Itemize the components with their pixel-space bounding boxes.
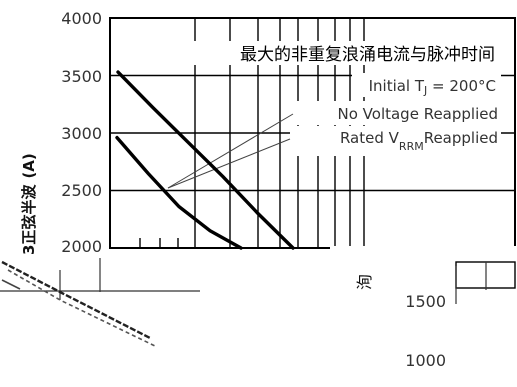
y-tick-label: 2500 xyxy=(61,181,102,200)
series-line-2 xyxy=(115,135,243,250)
title-backing xyxy=(163,41,503,65)
legend-backing-2 xyxy=(290,126,501,156)
series-line-1 xyxy=(116,70,295,250)
y-tick-label: 3000 xyxy=(61,124,102,143)
y-axis-label-unit: (A) xyxy=(20,153,38,178)
fragment-curve xyxy=(1,260,151,340)
series-group xyxy=(115,70,295,250)
y-tick-label: 3500 xyxy=(61,67,102,86)
lower-tick-label: 1000 xyxy=(405,351,446,370)
series-label-rated-part3: Reapplied xyxy=(424,129,498,147)
y-tick-label: 4000 xyxy=(61,9,102,28)
series-label-no-voltage: No Voltage Reapplied xyxy=(338,105,499,123)
scan-fragments: 洵 1500 1000 xyxy=(0,258,516,370)
y-axis-label: 3正弦半波 (A) xyxy=(20,153,38,255)
series-label-rated: Rated VRRMReapplied xyxy=(340,129,498,153)
leader-line-rated xyxy=(167,138,291,189)
scan-mask-right xyxy=(330,246,517,266)
fragment-curve xyxy=(1,279,21,290)
condition-prefix: Initial T xyxy=(369,77,425,95)
series-label-rated-sub: RRM xyxy=(399,140,424,153)
y-axis-label-text: 正弦半波 xyxy=(20,184,38,245)
y-tick-label: 2000 xyxy=(61,237,102,256)
chart-title: 最大的非重复浪涌电流与脉冲时间 xyxy=(240,45,495,65)
legend-backing-1 xyxy=(290,101,501,125)
condition-suffix: = 200°C xyxy=(427,77,496,95)
y-axis-ticks: 4000 3500 3000 2500 2000 xyxy=(61,9,102,256)
condition-backing xyxy=(352,73,501,97)
y-axis-label-prefix: 3 xyxy=(20,245,38,255)
scan-mask xyxy=(0,258,517,387)
leader-line-no-voltage xyxy=(167,113,294,189)
fragment-char: 洵 xyxy=(356,274,374,290)
condition-sub: J xyxy=(423,84,427,97)
series-label-rated-part1: Rated V xyxy=(340,129,400,147)
condition-label: Initial TJ = 200°C xyxy=(369,77,496,97)
lower-tick-label: 1500 xyxy=(405,292,446,311)
